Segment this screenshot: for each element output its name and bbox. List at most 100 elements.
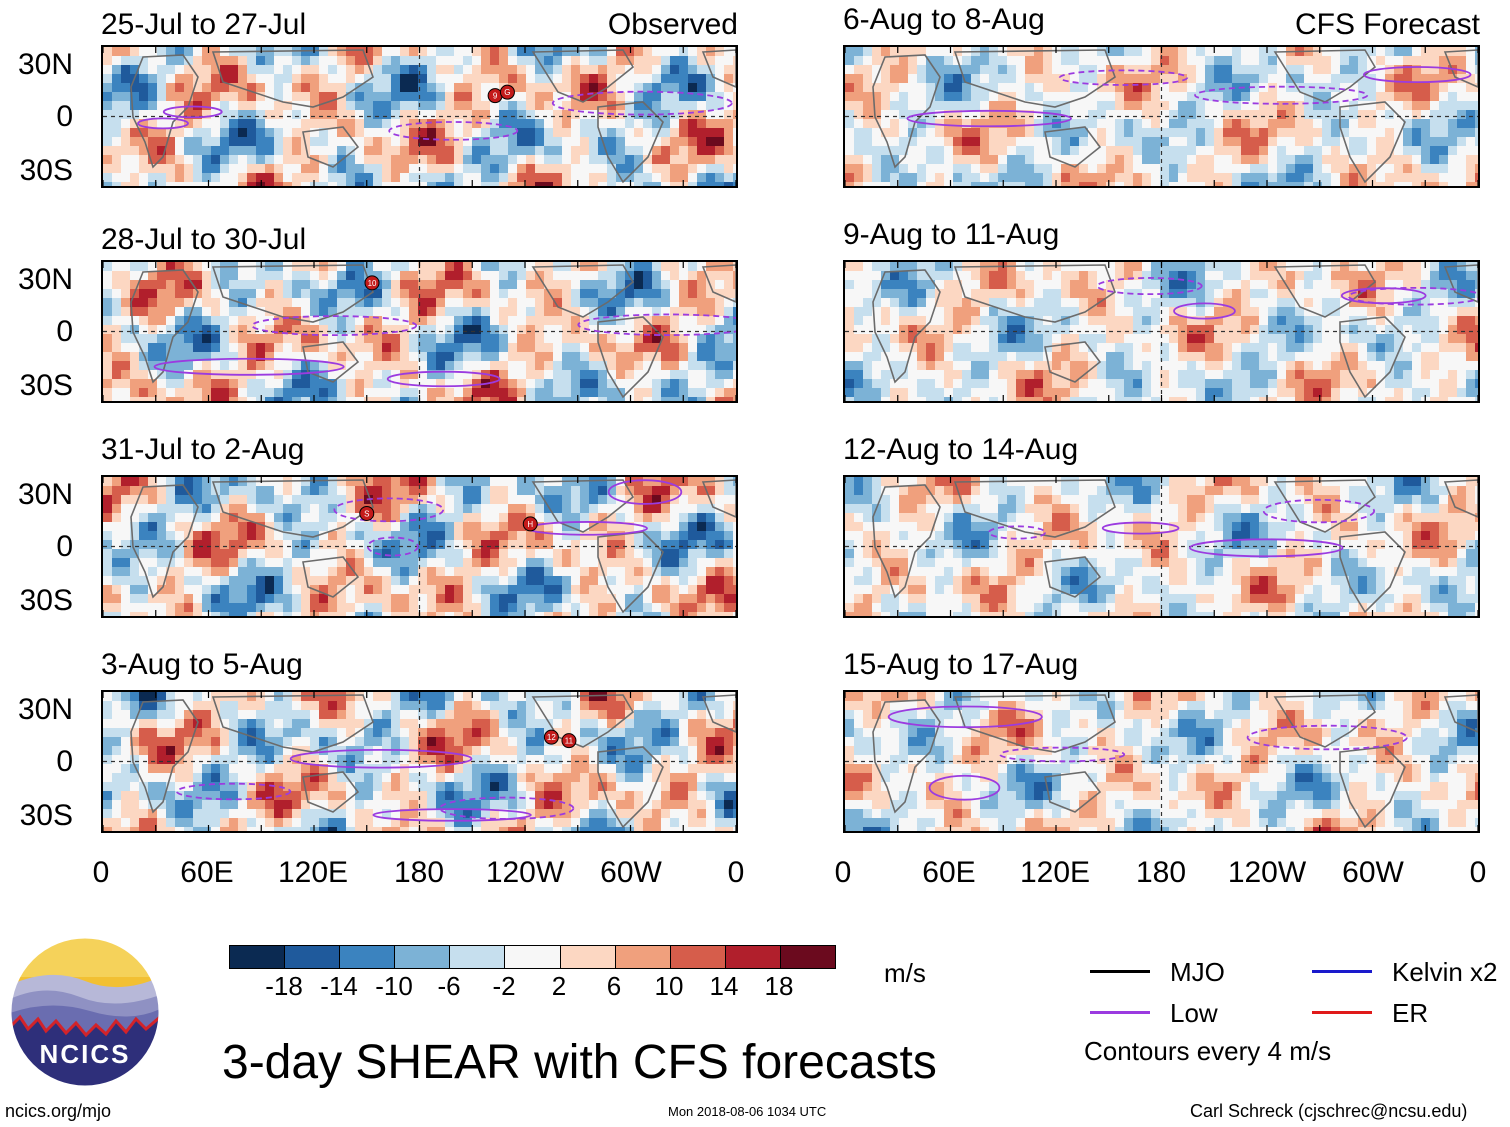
colorbar-label-10: 18 [764, 971, 794, 1001]
svg-text:H: H [527, 520, 533, 529]
map-right-1 [843, 45, 1480, 188]
ncics-logo-text: NCICS [39, 1039, 131, 1069]
storm-marker-1: 9 [487, 88, 503, 104]
colorbar-swatch-1 [230, 946, 286, 968]
lon-label-right-360: 0 [1469, 856, 1487, 889]
colorbar-label-4: -6 [437, 971, 461, 1001]
lat-label-30s-row4: 30S [19, 799, 73, 832]
colorbar-label-2: -14 [320, 971, 358, 1001]
lon-label-left-180: 180 [393, 856, 445, 889]
lat-label-30n-row3: 30N [17, 478, 73, 511]
lat-label-eq-row2: 0 [56, 315, 73, 348]
map-right-2 [843, 260, 1480, 403]
colorbar-swatch-10 [725, 946, 781, 968]
map-left-4: 12 11 [101, 690, 738, 833]
svg-text:9: 9 [493, 92, 498, 101]
colorbar-swatch-9 [670, 946, 726, 968]
colorbar-swatch-5 [450, 946, 506, 968]
lon-label-right-120e: 120E [1019, 856, 1091, 889]
shear-field [845, 477, 1478, 616]
shear-field: SH [103, 477, 736, 616]
footer-author: Carl Schreck (cjschrec@ncsu.edu) [1190, 1101, 1468, 1121]
colorbar-units: m/s [884, 958, 926, 988]
lon-label-right-60e: 60E [922, 856, 976, 889]
shear-field [845, 262, 1478, 401]
footer-website[interactable]: ncics.org/mjo [5, 1101, 112, 1121]
legend-line-kelvin [1312, 970, 1372, 973]
storm-marker-1: S [359, 505, 375, 521]
lon-label-right-0: 0 [834, 856, 852, 889]
lon-label-right-180: 180 [1135, 856, 1187, 889]
legend-label-mjo: MJO [1170, 957, 1225, 987]
footer-timestamp: Mon 2018-08-06 1034 UTC [668, 1104, 827, 1119]
colorbar-swatch-7 [560, 946, 616, 968]
panel-title-right-4: 15-Aug to 17-Aug [843, 648, 1079, 681]
shear-field [845, 692, 1478, 831]
ncics-logo: NCICS [10, 937, 160, 1087]
colorbar-swatch-2 [285, 946, 341, 968]
svg-text:10: 10 [368, 279, 377, 288]
legend-line-mjo [1090, 970, 1150, 973]
panel-title-left-3: 31-Jul to 2-Aug [101, 433, 305, 466]
lat-label-eq-row1: 0 [56, 100, 73, 133]
lat-label-30n-row1: 30N [17, 48, 73, 81]
svg-text:12: 12 [547, 733, 556, 742]
lon-label-left-60e: 60E [180, 856, 234, 889]
observed-label: Observed [607, 8, 738, 41]
colorbar-swatch-6 [505, 946, 561, 968]
colorbar-swatch-3 [340, 946, 396, 968]
panel-title-left-1: 25-Jul to 27-Jul [101, 8, 307, 41]
map-right-3 [843, 475, 1480, 618]
svg-text:S: S [364, 509, 369, 518]
svg-text:G: G [504, 88, 510, 97]
shear-field: 12 11 [103, 692, 736, 831]
storm-marker-2: 11 [561, 733, 577, 749]
panel-title-right-1: 6-Aug to 8-Aug [843, 3, 1045, 36]
legend-label-er: ER [1392, 998, 1429, 1028]
lat-label-eq-row3: 0 [56, 530, 73, 563]
storm-marker-2: H [522, 516, 538, 532]
legend-label-low: Low [1170, 998, 1218, 1028]
shear-field: 10 [103, 262, 736, 401]
lat-label-30s-row2: 30S [19, 369, 73, 402]
colorbar [229, 945, 836, 969]
colorbar-swatch-11 [780, 946, 836, 968]
lon-label-left-0: 0 [92, 856, 110, 889]
colorbar-label-1: -18 [265, 971, 303, 1001]
legend-line-er [1312, 1011, 1372, 1014]
lat-label-30n-row2: 30N [17, 263, 73, 296]
legend-line-low [1090, 1011, 1150, 1014]
lon-label-left-60w: 60W [600, 856, 662, 889]
svg-text:11: 11 [565, 737, 574, 746]
colorbar-label-9: 14 [709, 971, 739, 1001]
lon-label-right-120w: 120W [1227, 856, 1307, 889]
colorbar-label-6: 2 [551, 971, 567, 1001]
map-right-4 [843, 690, 1480, 833]
panel-title-right-2: 9-Aug to 11-Aug [843, 218, 1060, 251]
storm-marker-1: 10 [364, 275, 380, 291]
colorbar-label-5: -2 [492, 971, 516, 1001]
lat-label-30s-row3: 30S [19, 584, 73, 617]
lon-label-right-60w: 60W [1342, 856, 1404, 889]
lon-label-left-120e: 120E [277, 856, 349, 889]
colorbar-swatch-4 [395, 946, 451, 968]
storm-marker-1: 12 [543, 729, 559, 745]
panel-title-left-4: 3-Aug to 5-Aug [101, 648, 303, 681]
legend-label-kelvin: Kelvin x2 [1392, 957, 1498, 987]
lat-label-30s-row1: 30S [19, 154, 73, 187]
lat-label-eq-row4: 0 [56, 745, 73, 778]
lon-label-left-120w: 120W [485, 856, 565, 889]
map-left-2: 10 [101, 260, 738, 403]
colorbar-label-7: 6 [606, 971, 622, 1001]
shear-field [845, 47, 1478, 186]
colorbar-swatch-8 [615, 946, 671, 968]
colorbar-label-3: -10 [375, 971, 413, 1001]
contour-note: Contours every 4 m/s [1084, 1036, 1332, 1066]
main-title: 3-day SHEAR with CFS forecasts [222, 1036, 937, 1089]
panel-title-left-2: 28-Jul to 30-Jul [101, 223, 307, 256]
panel-title-right-3: 12-Aug to 14-Aug [843, 433, 1079, 466]
colorbar-label-8: 10 [654, 971, 684, 1001]
